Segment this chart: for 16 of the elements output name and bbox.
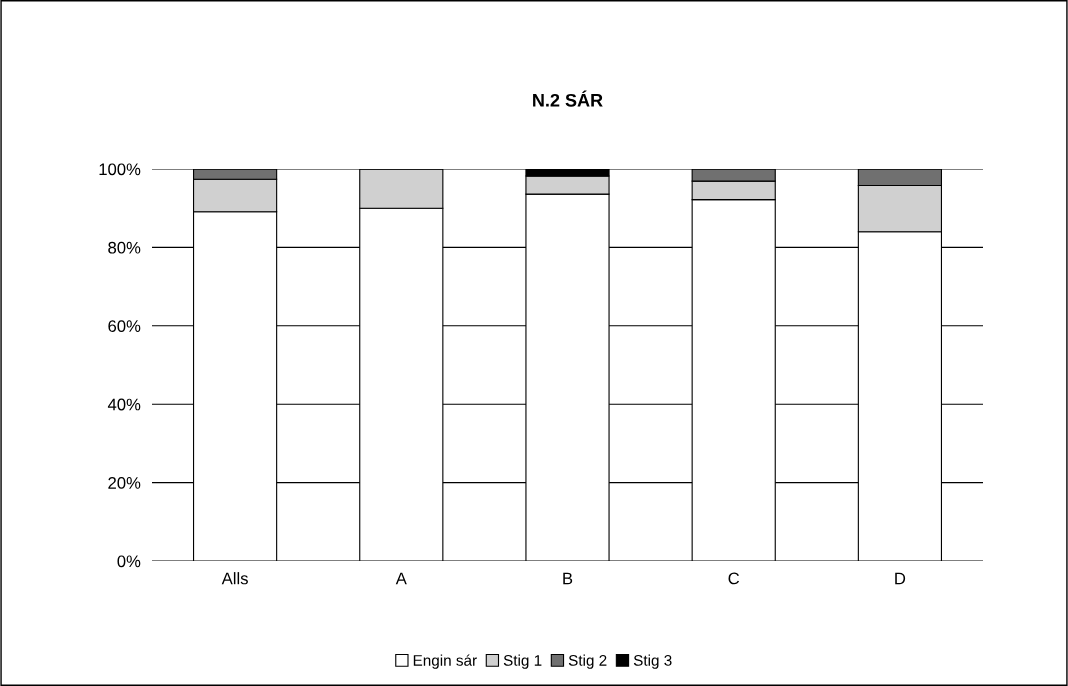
y-tick-label: 60%: [108, 320, 141, 332]
legend-label: Stig 1: [503, 654, 542, 669]
x-tick-label: C: [728, 572, 740, 585]
y-tick-label: 80%: [108, 241, 141, 254]
x-tick-label: A: [395, 572, 407, 585]
legend-label: Stig 2: [568, 654, 607, 669]
legend-label: Engin sár: [413, 654, 477, 669]
x-tick-label: D: [895, 572, 906, 585]
y-tick-label: 0%: [117, 555, 141, 568]
y-tick-label: 20%: [108, 477, 141, 489]
legend-label: Stig 3: [633, 654, 672, 669]
x-tick-label: B: [563, 572, 573, 585]
y-tick-label: 100%: [99, 163, 141, 176]
y-tick-label: 40%: [107, 398, 141, 411]
chart-title: N.2 SÁR: [533, 90, 603, 107]
x-tick-label: Alls: [221, 572, 248, 585]
